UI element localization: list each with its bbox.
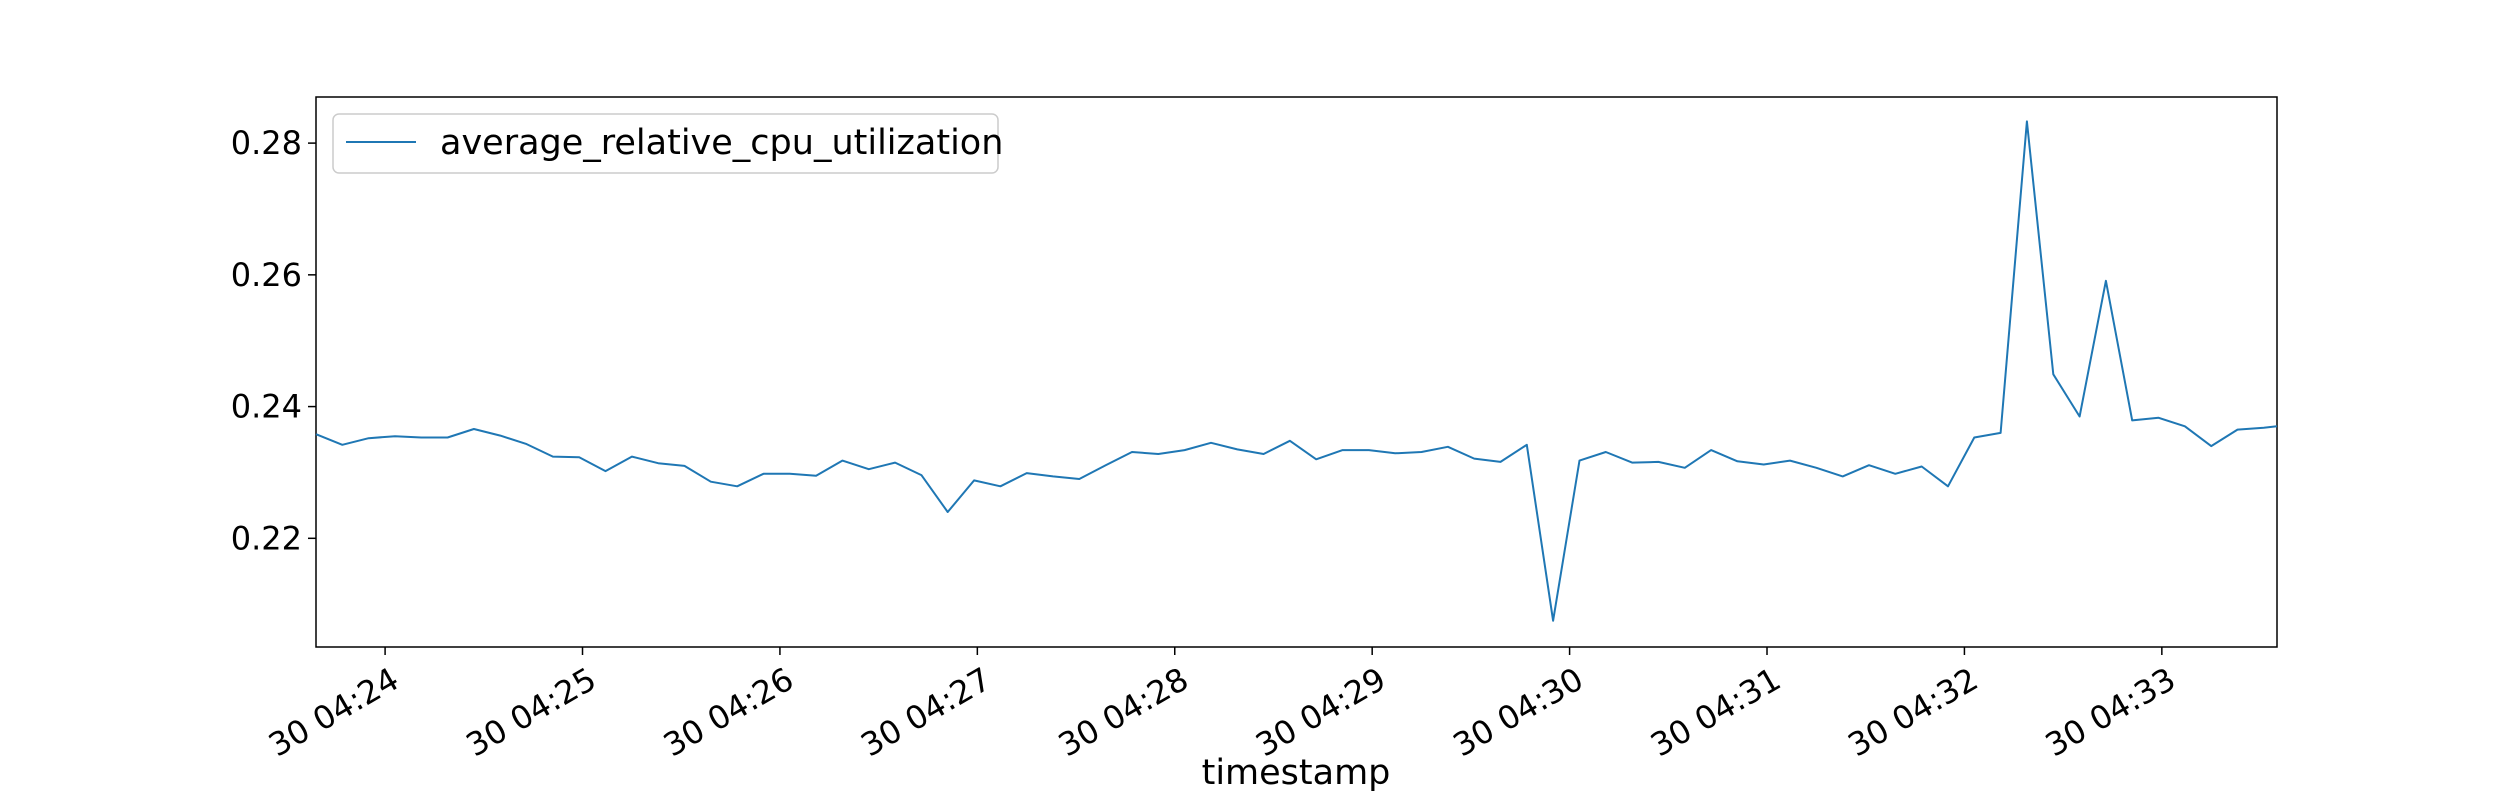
y-tick-label: 0.26 [231,256,302,294]
y-axis: 0.22 0.24 0.26 0.28 [231,124,316,557]
plot-frame [315,96,2278,648]
plot-area [315,96,2278,648]
y-tick-label: 0.22 [231,519,302,557]
legend: average_relative_cpu_utilization [332,113,1003,174]
legend-box [332,113,999,174]
legend-entry-label: average_relative_cpu_utilization [440,123,1003,163]
y-tick-label: 0.24 [231,388,302,426]
x-axis-title: timestamp [1202,753,1391,793]
y-tick-label: 0.28 [231,124,302,162]
series-line-average-relative-cpu-utilization [315,120,2278,622]
